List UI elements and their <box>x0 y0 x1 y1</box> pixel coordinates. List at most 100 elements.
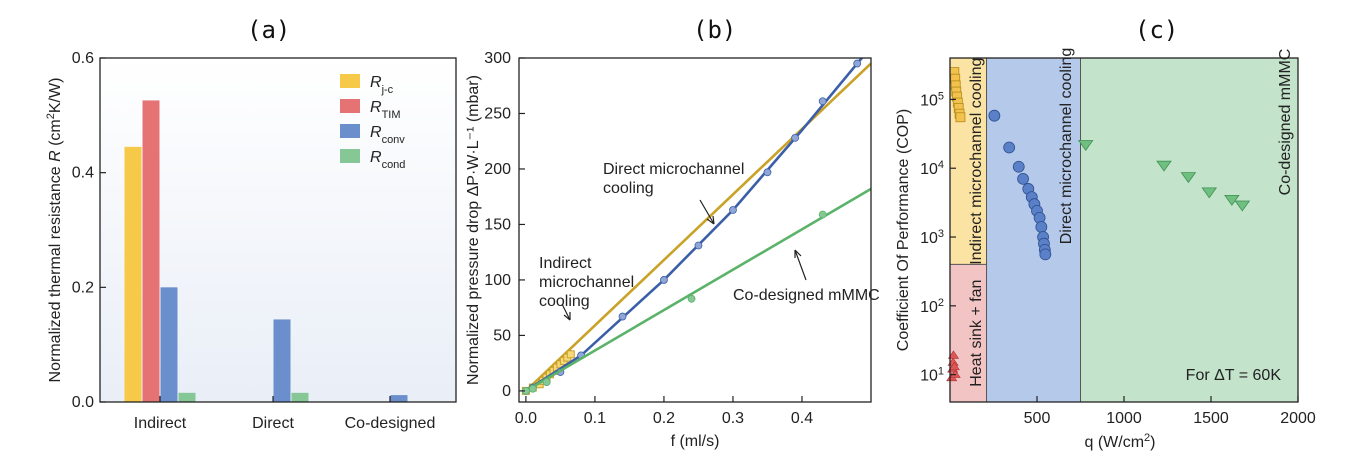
marker-direct <box>1003 141 1016 154</box>
y-axis-label-c: Coefficient Of Performance (COP) <box>895 109 912 351</box>
fit-line-2 <box>525 187 871 393</box>
panel-a-frame <box>99 57 457 403</box>
x-tick-label-b: 0.1 <box>584 410 606 427</box>
marker-direct <box>1039 248 1052 261</box>
y-tick-label-b: 100 <box>484 272 511 289</box>
annotation-indirect: cooling <box>539 293 590 310</box>
annotation-arrow-indirect <box>561 303 571 321</box>
region-direct <box>986 58 1081 402</box>
y-axis-label-b: Normalized pressure drop ΔP·W·L⁻¹ (mbar) <box>465 75 482 385</box>
annotation-indirect: Indirect <box>539 255 592 272</box>
marker-indirect <box>955 112 966 123</box>
marker-direct <box>988 109 1001 122</box>
annotation-direct: cooling <box>603 180 654 197</box>
x-tick-label-c: 1000 <box>1106 410 1142 427</box>
bar-conv-indirect <box>160 287 178 402</box>
panel-c-letter: (c) <box>1135 16 1178 44</box>
y-tick-label-c: 105 <box>920 90 944 109</box>
y-tick-label-b: 150 <box>484 216 511 233</box>
category-label-indirect: Indirect <box>134 415 187 432</box>
data-point-2 <box>687 294 696 303</box>
panel-a-letter: (a) <box>247 16 290 44</box>
marker-heat-sink <box>949 369 961 378</box>
x-tick-label-b: 0.2 <box>653 410 675 427</box>
marker-direct <box>1035 221 1048 233</box>
region-label-direct: Direct microchannel cooling <box>1058 48 1075 245</box>
y-tick-label-a: 0.0 <box>72 394 94 411</box>
y-tick-label-b: 50 <box>493 327 511 344</box>
x-tick-label-b: 0.0 <box>515 410 537 427</box>
marker-codesigned <box>1234 200 1251 212</box>
x-tick-label-b: 0.4 <box>791 410 813 427</box>
marker-codesigned <box>1180 172 1197 184</box>
note-delta-t: For ΔT = 60K <box>1186 367 1282 384</box>
y-tick-label-b: 200 <box>484 161 511 178</box>
category-label-direct: Direct <box>252 415 294 432</box>
legend-swatch-TIM <box>340 99 360 113</box>
bar-cond-indirect <box>178 392 196 402</box>
panel-b-frame <box>518 57 872 403</box>
y-tick-label-b: 0 <box>502 383 511 400</box>
y-tick-label-c: 103 <box>920 228 944 247</box>
annotation-direct: Direct microchannel <box>603 161 744 178</box>
marker-codesigned <box>1077 140 1094 151</box>
x-tick-label-b: 0.3 <box>722 410 744 427</box>
data-point-2 <box>542 378 551 386</box>
x-tick-label-c: 2000 <box>1280 410 1316 427</box>
data-point-1 <box>818 97 827 106</box>
y-tick-label-c: 101 <box>920 366 944 385</box>
data-point-1 <box>853 59 862 68</box>
y-tick-label-b: 300 <box>484 50 511 67</box>
annotation-arrowhead-indirect <box>563 312 571 321</box>
legend-swatch-conv <box>340 124 360 138</box>
data-point-indirect <box>566 350 575 359</box>
legend-label-j-c: Rj-c <box>370 74 394 96</box>
y-axis-label-a: Normalized thermal resistance R (cm2K/W) <box>45 78 64 383</box>
y-tick-label-a: 0.6 <box>72 50 94 67</box>
marker-codesigned <box>1201 187 1218 199</box>
data-point-1 <box>791 133 799 142</box>
panel-b-plot <box>521 58 871 395</box>
marker-codesigned <box>1224 194 1240 206</box>
bar-conv-direct <box>273 319 291 402</box>
marker-heat-sink <box>947 350 960 359</box>
region-codesigned <box>1080 58 1298 402</box>
region-label-codesigned: Co-designed mMMC <box>1277 49 1294 196</box>
legend-swatch-cond <box>340 149 360 163</box>
x-tick-label-c: 1500 <box>1193 410 1229 427</box>
x-axis-label-c: q (W/cm2) <box>1085 432 1156 451</box>
data-point-1 <box>763 168 772 177</box>
marker-heat-sink <box>948 361 960 371</box>
annotation-arrowhead-codesigned <box>794 249 802 258</box>
region-label-indirect: Indirect microchannel cooling <box>968 58 985 265</box>
y-tick-label-c: 102 <box>920 297 944 316</box>
panel-b-letter: (b) <box>693 16 736 44</box>
legend-swatch-j-c <box>340 74 360 88</box>
annotation-arrow-direct <box>699 199 715 225</box>
region-label-heat-sink: Heat sink + fan <box>968 280 985 387</box>
y-tick-label-a: 0.2 <box>72 279 94 296</box>
marker-direct <box>1012 160 1025 173</box>
y-tick-label-a: 0.4 <box>72 165 94 182</box>
legend-label-TIM: RTIM <box>370 99 401 121</box>
bar-j-c-indirect <box>124 146 142 402</box>
marker-direct <box>1017 172 1029 185</box>
bar-TIM-indirect <box>142 100 160 402</box>
x-tick-label-c: 500 <box>1024 410 1051 427</box>
bar-conv-co-designed <box>390 395 408 402</box>
data-point-1 <box>729 206 737 214</box>
annotation-indirect: microchannel <box>539 274 634 291</box>
annotation-arrow-codesigned <box>794 249 807 281</box>
region-heat-sink <box>950 264 987 402</box>
x-axis-label-b: f (ml/s) <box>671 433 720 450</box>
y-tick-label-b: 250 <box>484 105 511 122</box>
data-point-1 <box>694 241 703 250</box>
data-point-1 <box>660 276 668 284</box>
legend-label-conv: Rconv <box>370 124 405 146</box>
marker-codesigned <box>1156 160 1172 172</box>
data-point-1 <box>618 312 627 321</box>
data-point-2 <box>818 210 827 219</box>
bar-cond-direct <box>291 392 309 402</box>
annotation-arrowhead-direct <box>706 215 715 225</box>
